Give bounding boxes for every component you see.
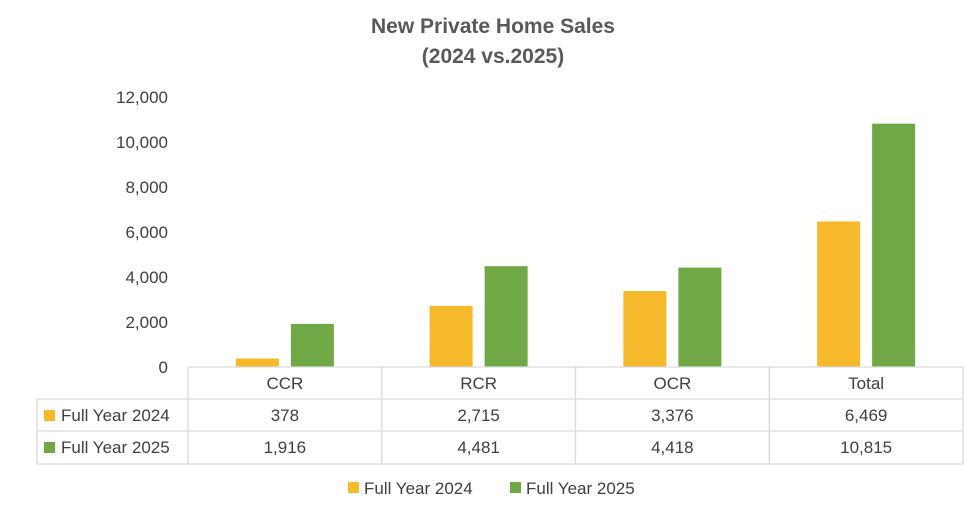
table-cell: 10,815 <box>840 438 892 457</box>
legend-swatch <box>510 482 521 493</box>
category-label: Total <box>848 374 884 393</box>
chart-title-line2: (2024 vs.2025) <box>422 45 564 68</box>
legend-swatch <box>348 482 359 493</box>
y-tick-label: 12,000 <box>116 88 168 107</box>
category-label: RCR <box>460 374 497 393</box>
series-row-label: Full Year 2025 <box>61 438 170 457</box>
bar-2024-rcr <box>429 305 473 367</box>
series-key-swatch <box>44 442 55 453</box>
table-cell: 378 <box>271 406 299 425</box>
series-row-label: Full Year 2024 <box>61 406 170 425</box>
bar-2025-ccr <box>290 323 334 367</box>
bar-2025-rcr <box>484 266 528 367</box>
legend-label: Full Year 2025 <box>526 479 635 498</box>
category-label: OCR <box>653 374 691 393</box>
legend-label: Full Year 2024 <box>364 479 473 498</box>
bar-2025-total <box>872 123 916 367</box>
chart-title-line1: New Private Home Sales <box>371 15 615 38</box>
bars <box>235 123 916 367</box>
legend: Full Year 2024 Full Year 2025 <box>348 479 635 498</box>
data-table: CCR RCR OCR Total Full Year 2024 378 2,715 3,37… <box>36 366 964 465</box>
y-axis: 0 2,000 4,000 6,000 8,000 10,000 12,000 <box>116 88 168 377</box>
table-cell: 6,469 <box>845 406 888 425</box>
series-key-swatch <box>44 410 55 421</box>
table-cell: 1,916 <box>264 438 307 457</box>
y-tick-label: 0 <box>159 358 168 377</box>
y-tick-label: 4,000 <box>125 268 168 287</box>
category-label: CCR <box>266 374 303 393</box>
table-cell: 4,481 <box>457 438 500 457</box>
bar-2025-ocr <box>678 267 722 367</box>
table-cell: 2,715 <box>457 406 500 425</box>
table-cell: 4,418 <box>651 438 694 457</box>
table-cell: 3,376 <box>651 406 694 425</box>
bar-2024-ccr <box>235 358 279 367</box>
y-tick-label: 2,000 <box>125 313 168 332</box>
bar-2024-total <box>817 221 861 367</box>
y-tick-label: 8,000 <box>125 178 168 197</box>
y-tick-label: 6,000 <box>125 223 168 242</box>
bar-2024-ocr <box>623 291 667 367</box>
y-tick-label: 10,000 <box>116 133 168 152</box>
